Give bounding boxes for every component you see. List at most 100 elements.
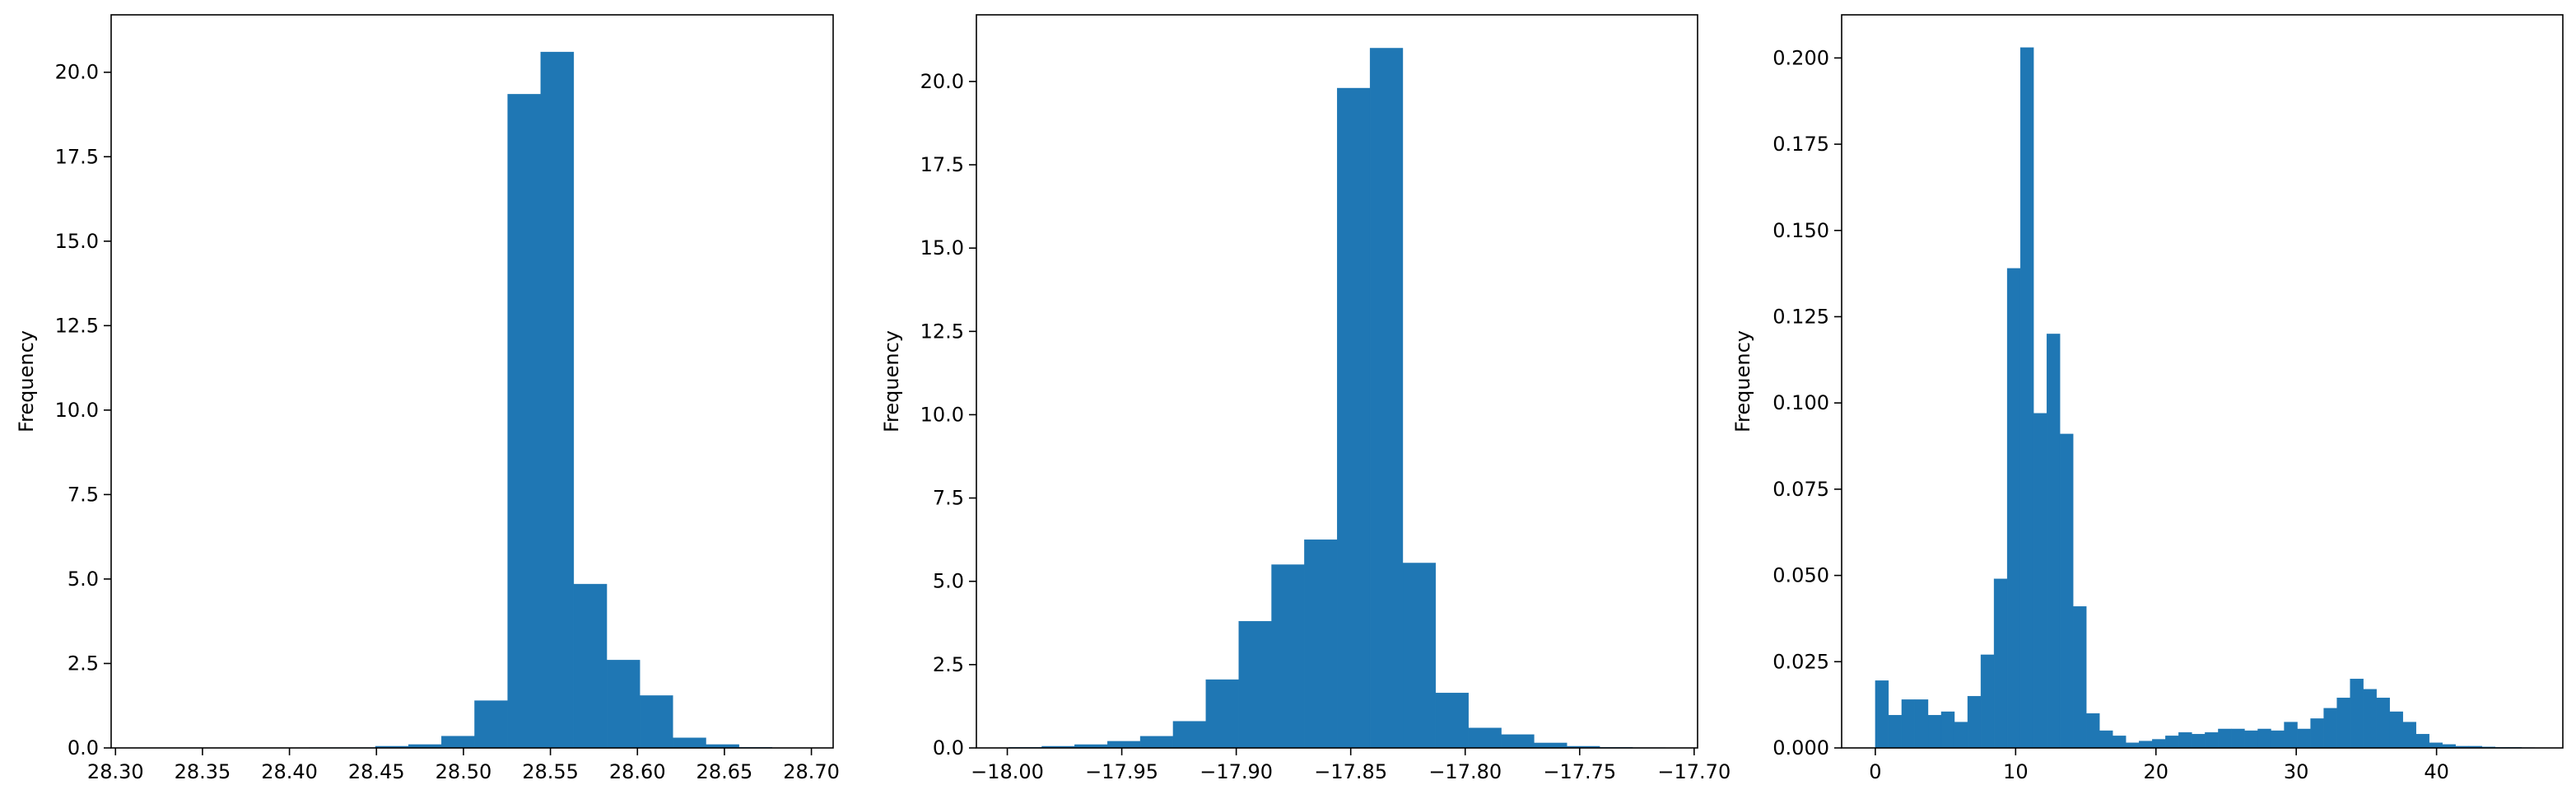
histogram-bar — [1271, 564, 1305, 749]
x-tick-label: −17.85 — [1314, 760, 1387, 783]
x-tick-label: 30 — [2284, 760, 2309, 783]
histogram-bar — [1534, 742, 1567, 749]
histogram-bar — [2389, 711, 2403, 749]
histogram-bar — [2006, 268, 2021, 749]
histogram-bar — [2086, 713, 2100, 749]
histogram-bar — [1888, 715, 1903, 749]
y-tick-label: 12.5 — [55, 314, 99, 337]
y-tick-label: 17.5 — [55, 145, 99, 168]
histogram-bar — [474, 700, 508, 749]
histogram-bar — [1980, 654, 1995, 749]
y-tick-label: 15.0 — [920, 236, 964, 259]
y-tick-label: 0.150 — [1772, 219, 1829, 242]
histogram-bar — [2376, 698, 2390, 749]
histogram-bar — [1914, 699, 1929, 749]
y-tick-label: 0.200 — [1772, 46, 1829, 69]
y-axis-label: Frequency — [880, 330, 903, 432]
histogram-bar — [2113, 736, 2126, 749]
histogram-bar — [2244, 730, 2258, 749]
histogram-bar — [1337, 87, 1371, 749]
histogram-bar — [1501, 734, 1535, 749]
y-tick-label: 0.125 — [1772, 305, 1829, 328]
y-tick-label: 10.0 — [920, 403, 964, 426]
histogram-bar — [2019, 47, 2034, 749]
y-tick-label: 0.0 — [933, 736, 964, 759]
histogram-bar — [1875, 680, 1889, 749]
x-tick-label: −17.90 — [1199, 760, 1273, 783]
x-tick-label: −17.95 — [1085, 760, 1158, 783]
histogram-bar — [1369, 48, 1404, 749]
x-tick-label: 28.30 — [87, 760, 144, 783]
y-axis-label: Frequency — [1731, 330, 1754, 432]
y-tick-label: 7.5 — [68, 483, 99, 506]
histogram-bar — [2310, 718, 2324, 749]
x-tick-label: 28.50 — [436, 760, 492, 783]
histogram-bar — [2257, 728, 2271, 749]
histogram-bar — [673, 737, 706, 749]
histogram-bar — [1139, 736, 1174, 749]
x-tick-label: −17.70 — [1657, 760, 1731, 783]
y-tick-label: 0.025 — [1772, 650, 1829, 673]
y-axis-label: Frequency — [15, 330, 38, 432]
histogram-bar — [2126, 742, 2140, 749]
histogram-bar — [2205, 731, 2219, 749]
x-tick-label: 40 — [2424, 760, 2449, 783]
y-tick-label: 15.0 — [55, 230, 99, 253]
histogram-bar — [2284, 722, 2298, 749]
histogram-bar — [606, 660, 641, 749]
histogram-bar — [1967, 695, 1982, 749]
histogram-panel-2: −18.00 −17.95 −17.90 −17.85 −17.80 −17.75 −17.… — [880, 14, 1731, 783]
histogram-bar — [1993, 578, 2008, 749]
histogram-bar — [507, 94, 541, 749]
y-tick-label: 7.5 — [933, 487, 964, 510]
histogram-bar — [2336, 698, 2350, 749]
x-tick-label: 28.55 — [522, 760, 579, 783]
histogram-bar — [2152, 739, 2166, 749]
y-tick-label: 0.050 — [1772, 564, 1829, 587]
histogram-bar — [1468, 727, 1502, 749]
axes-frame — [976, 14, 1698, 749]
x-tick-label: 28.60 — [609, 760, 666, 783]
y-tick-label: 12.5 — [920, 320, 964, 343]
x-tick-label: 28.35 — [175, 760, 231, 783]
histogram-panel-3: 0 10 20 30 40 0.000 0.025 0.050 0.075 0.100 0.125 0… — [1731, 14, 2564, 783]
x-tick-label: 28.65 — [696, 760, 753, 783]
y-tick-label: 0.075 — [1772, 478, 1829, 501]
y-tick-label: 0.0 — [68, 736, 99, 759]
y-tick-label: 2.5 — [933, 653, 964, 676]
histogram-bar — [1107, 741, 1141, 749]
y-tick-label: 5.0 — [933, 570, 964, 593]
x-tick-label: 28.70 — [783, 760, 840, 783]
histogram-bar — [2139, 741, 2153, 749]
histogram-bar — [2415, 734, 2429, 749]
x-tick-label: 0 — [1869, 760, 1881, 783]
histogram-bar — [2271, 730, 2285, 749]
histogram-bar — [1205, 679, 1239, 749]
histogram-bar — [2073, 606, 2087, 749]
histogram-bar — [2218, 728, 2232, 749]
y-tick-label: 0.175 — [1772, 133, 1829, 156]
y-tick-label: 20.0 — [55, 61, 99, 84]
histogram-bar — [573, 583, 608, 749]
histogram-bar — [2192, 734, 2206, 749]
axes-frame — [1841, 14, 2564, 749]
histogram-bar — [1172, 721, 1206, 749]
histogram-bar — [2350, 679, 2364, 749]
x-tick-label: −18.00 — [971, 760, 1044, 783]
y-tick-label: 5.0 — [68, 568, 99, 591]
histogram-bar — [2231, 728, 2245, 749]
y-tick-label: 2.5 — [68, 652, 99, 675]
histogram-bar — [441, 736, 475, 749]
histogram-bar — [2165, 736, 2179, 749]
x-tick-label: 20 — [2143, 760, 2168, 783]
x-tick-label: −17.75 — [1543, 760, 1616, 783]
histogram-bar — [2402, 722, 2416, 749]
y-tick-label: 0.000 — [1772, 736, 1829, 759]
y-tick-label: 0.100 — [1772, 391, 1829, 414]
histogram-bar — [1940, 711, 1955, 749]
histogram-bar — [1435, 693, 1469, 749]
x-tick-label: 28.45 — [348, 760, 405, 783]
histogram-bar — [540, 51, 575, 749]
y-tick-label: 17.5 — [920, 153, 964, 176]
